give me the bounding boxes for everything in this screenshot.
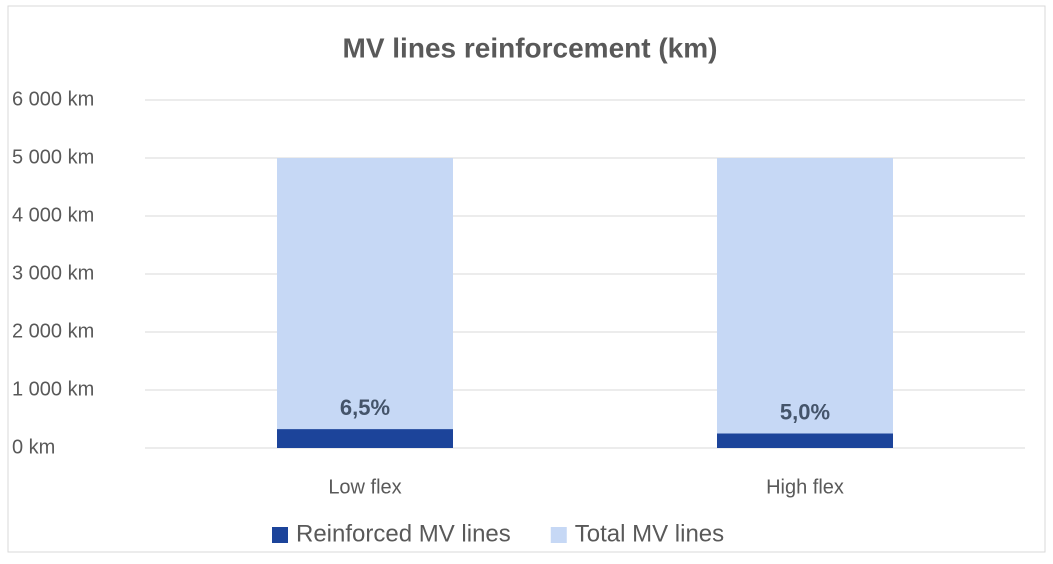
x-tick-label: High flex <box>766 476 844 498</box>
legend-swatch <box>550 527 567 543</box>
bar <box>277 158 453 448</box>
x-tick-label: Low flex <box>328 476 401 498</box>
y-tick-label: 4 000 km <box>12 204 94 226</box>
legend-label: Reinforced MV lines <box>296 520 511 547</box>
legend-swatch <box>272 527 288 543</box>
y-tick-label: 0 km <box>12 436 55 458</box>
legend-label: Total MV lines <box>575 520 724 547</box>
data-annotation: 6,5% <box>340 395 390 420</box>
y-tick-label: 1 000 km <box>12 378 94 400</box>
bar <box>717 158 893 448</box>
y-tick-label: 2 000 km <box>12 320 94 342</box>
y-tick-label: 6 000 km <box>12 88 94 110</box>
bar <box>277 429 453 448</box>
bar <box>717 433 893 448</box>
data-annotation: 5,0% <box>780 399 830 424</box>
chart-title: MV lines reinforcement (km) <box>343 32 718 63</box>
y-tick-label: 3 000 km <box>12 262 94 284</box>
y-tick-label: 5 000 km <box>12 146 94 168</box>
